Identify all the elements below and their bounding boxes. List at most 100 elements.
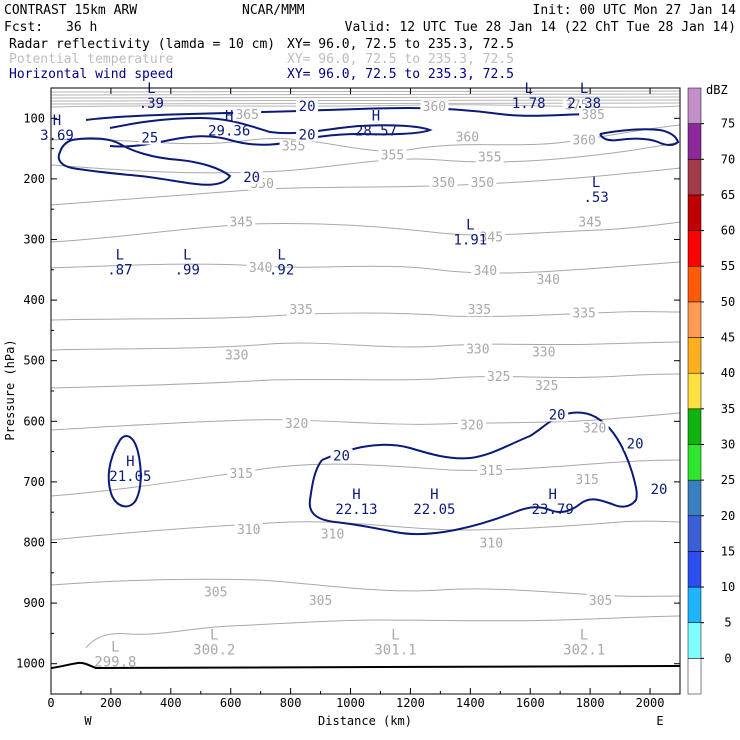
- theta-contour-label: 385: [581, 108, 604, 123]
- wind-contour-label: 25: [141, 131, 158, 147]
- surface-extremum-value: 301.1: [374, 643, 416, 659]
- colorbar: 0 5 10 15 20 25 30 35 40 45 50 55 60 65 70 75: [687, 87, 735, 695]
- y-axis: 100 200 300 400 500 600 700 800 900 1000: [16, 111, 680, 695]
- theta-contour-label: 355: [478, 151, 501, 166]
- colorbar-swatch: [687, 658, 702, 695]
- theta-label-bg: [282, 417, 311, 431]
- init-time: Init: 00 UTC Mon 27 Jan 14: [533, 3, 737, 18]
- theta-contour-label: 330: [466, 343, 489, 358]
- colorbar-level-label: 60: [721, 224, 735, 238]
- y-tick-label: 700: [23, 475, 45, 489]
- colorbar-swatch: [687, 586, 702, 623]
- x-tick-label: 1200: [396, 696, 425, 710]
- theta-contour-label: 335: [468, 303, 491, 318]
- theta-label-bg: [457, 418, 486, 432]
- extremum-value: .92: [269, 263, 294, 279]
- wind-contours: [57, 106, 680, 536]
- theta-contour-label: 365: [235, 108, 258, 123]
- y-tick-label: 500: [23, 354, 45, 368]
- theta-label-bg: [570, 133, 599, 147]
- surface-extremum-marker: L: [580, 628, 588, 644]
- x-tick-label: 1600: [516, 696, 545, 710]
- x-tick-label: 0: [47, 696, 54, 710]
- theta-label-bg: [429, 175, 458, 189]
- wind-contour-label: 20: [651, 482, 668, 498]
- field-xy-wind: XY= 96.0, 72.5 to 235.3, 72.5: [287, 67, 514, 82]
- colorbar-swatch: [687, 265, 702, 303]
- colorbar-level-label: 50: [721, 295, 735, 309]
- surface-extremum-marker: L: [391, 628, 399, 644]
- theta-label-bg: [579, 108, 608, 122]
- wind-label-bg: [624, 436, 647, 451]
- theta-contour-label: 350: [471, 176, 494, 191]
- theta-contour-label: 305: [204, 586, 227, 601]
- theta-contour-label: 360: [572, 134, 595, 149]
- x-axis-title: Distance (km): [318, 714, 412, 728]
- extremum-marker: L: [116, 248, 124, 264]
- theta-label-bg: [233, 108, 262, 122]
- theta-label-bg: [532, 378, 561, 392]
- theta-contour-label: 330: [225, 349, 248, 364]
- surface-extremum-value: 302.1: [563, 643, 605, 659]
- x-tick-label: 1400: [456, 696, 485, 710]
- theta-label-bg: [471, 263, 500, 277]
- theta-label-bg: [222, 348, 251, 362]
- extremum-value: .53: [583, 190, 608, 206]
- field-name-wind: Horizontal wind speed: [9, 67, 173, 82]
- y-tick-label: 900: [23, 596, 45, 610]
- theta-contours: [50, 124, 681, 649]
- colorbar-level-label: 20: [721, 509, 735, 523]
- theta-label-bg: [477, 463, 506, 477]
- org-title: NCAR/MMM: [242, 3, 305, 18]
- extremum-value: 23.79: [532, 502, 574, 518]
- theta-label-bg: [576, 215, 605, 229]
- colorbar-swatch: [687, 551, 702, 588]
- extremum-marker: H: [126, 454, 134, 470]
- extremum-marker: L: [466, 217, 474, 233]
- colorbar-level-label: 75: [721, 117, 735, 131]
- extremum-value: .99: [175, 263, 200, 279]
- colorbar-level-label: 45: [721, 331, 735, 345]
- extremum-marker: L: [277, 248, 285, 264]
- extremum-marker: H: [53, 113, 61, 129]
- wind-contour-label: 20: [333, 449, 350, 465]
- colorbar-swatch: [687, 444, 702, 481]
- wind-contour-label: 20: [549, 407, 566, 423]
- colorbar-swatch: [687, 123, 702, 160]
- theta-label-bg: [227, 215, 256, 229]
- x-end-left-label: W: [84, 714, 92, 728]
- surface-extremum-value: 299.8: [94, 655, 136, 671]
- theta-label-bg: [234, 523, 263, 537]
- theta-label-bg: [246, 260, 275, 274]
- terrain: [50, 661, 681, 670]
- extremum-value: 2.38: [567, 96, 601, 112]
- theta-label-bg: [279, 139, 308, 153]
- wind-contour-label: 20: [243, 170, 260, 186]
- theta-contour-label: 345: [480, 231, 503, 246]
- colorbar-swatch: [687, 194, 702, 231]
- wind-label-bg: [138, 130, 161, 145]
- theta-contour-label: 315: [575, 473, 598, 488]
- x-tick-label: 800: [280, 696, 302, 710]
- theta-contour-label: 320: [583, 421, 606, 436]
- colorbar-swatch: [687, 408, 702, 445]
- extremum-value: .39: [139, 96, 164, 112]
- colorbar-unit: dBZ: [706, 83, 728, 97]
- colorbar-swatch: [687, 87, 702, 124]
- theta-label-bg: [477, 536, 506, 550]
- extremum-marker: L: [183, 248, 191, 264]
- extremum-value: 3.69: [40, 128, 74, 144]
- theta-contour-label: 310: [480, 537, 503, 552]
- theta-contour-label: 340: [474, 264, 497, 279]
- x-tick-label: 600: [220, 696, 242, 710]
- extremum-value: 1.91: [453, 232, 487, 248]
- wind-label-bg: [648, 481, 671, 496]
- extremum-value: 28.57: [355, 123, 397, 139]
- colorbar-level-label: 35: [721, 402, 735, 416]
- theta-contour-label: 305: [309, 594, 332, 609]
- colorbar-level-label: 5: [724, 616, 731, 630]
- extremum-marker: H: [372, 108, 380, 124]
- theta-contour-label: 340: [249, 261, 272, 276]
